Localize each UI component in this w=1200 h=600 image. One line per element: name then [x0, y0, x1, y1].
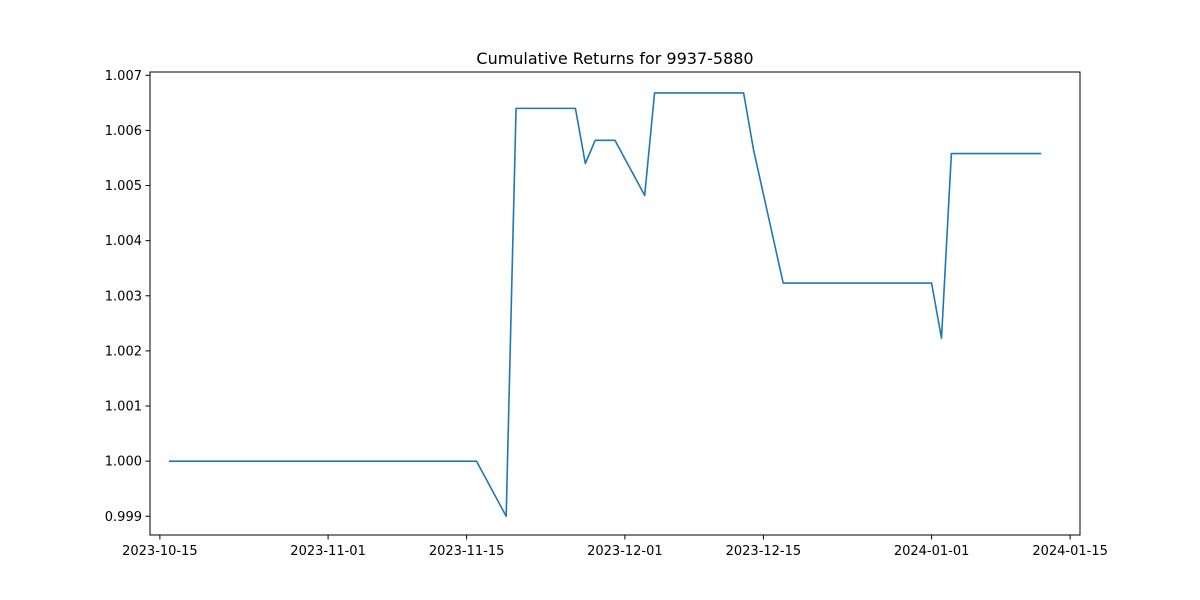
- axes-frame: [149, 71, 1081, 536]
- chart-title: Cumulative Returns for 9937-5880: [476, 49, 753, 68]
- series-layer: [168, 92, 1042, 518]
- y-tick-label: 1.005: [105, 179, 142, 194]
- x-tick-label: 2024-01-15: [1032, 544, 1108, 559]
- y-tick-label: 1.002: [105, 344, 142, 359]
- x-tick-label: 2023-11-15: [429, 544, 505, 559]
- y-tick-label: 1.007: [105, 69, 142, 84]
- y-tick-label: 1.006: [105, 124, 142, 139]
- x-tick-label: 2023-10-15: [122, 544, 198, 559]
- x-tick-label: 2023-12-01: [587, 544, 663, 559]
- x-tick-label: 2024-01-01: [894, 544, 970, 559]
- y-tick-label: 0.999: [105, 510, 142, 525]
- y-tick-label: 1.003: [105, 289, 142, 304]
- x-tick-label: 2023-11-01: [290, 544, 366, 559]
- y-tick-label: 1.001: [105, 400, 142, 415]
- ticks: 2023-10-15 2023-11-01 2023-11-15 2023-12-01…: [105, 69, 1108, 559]
- x-tick-label: 2023-12-15: [726, 544, 802, 559]
- y-tick-label: 1.004: [105, 234, 142, 249]
- series-line: [168, 92, 1042, 518]
- y-tick-label: 1.000: [105, 455, 142, 470]
